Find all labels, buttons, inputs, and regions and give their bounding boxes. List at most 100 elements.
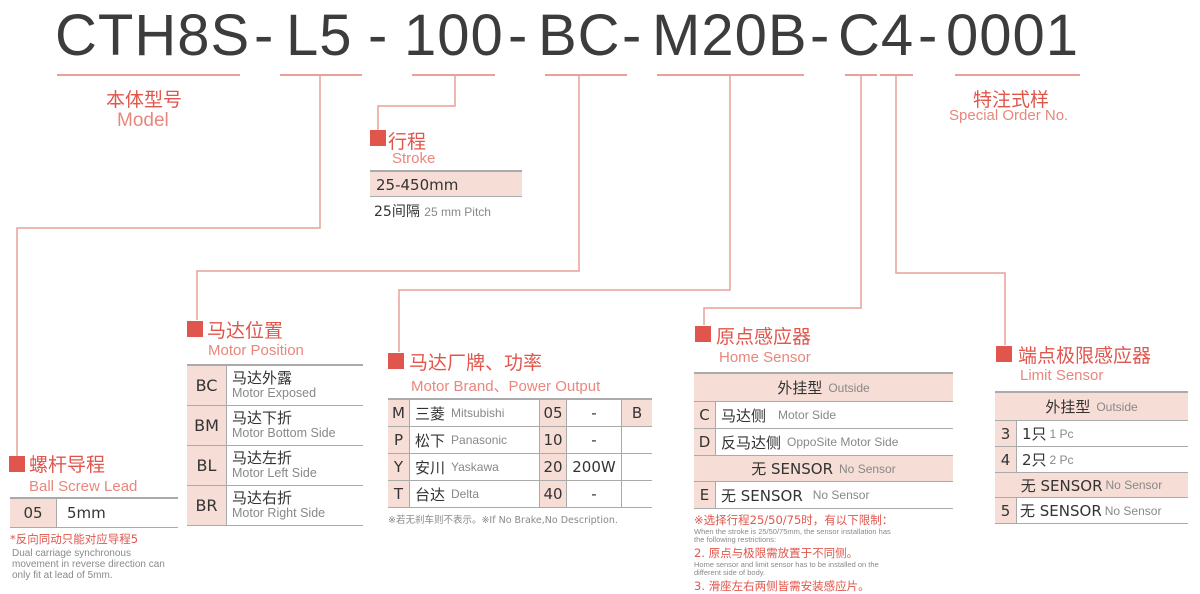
brake-empty bbox=[622, 427, 652, 453]
brand-code: Y bbox=[388, 454, 410, 480]
brake-empty bbox=[622, 454, 652, 480]
table-row: 3 1只 1 Pc bbox=[995, 421, 1188, 447]
table-row: 05 5mm bbox=[10, 499, 178, 528]
code-separator: - bbox=[810, 3, 831, 68]
stroke-pitch: 25间隔 25 mm Pitch bbox=[374, 201, 491, 221]
underline bbox=[280, 74, 362, 76]
row-en: Motor Bottom Side bbox=[232, 425, 336, 440]
underline bbox=[845, 74, 877, 76]
table-row: Y 安川 Yaskawa 20 200W bbox=[388, 454, 652, 481]
brand-en: Panasonic bbox=[451, 433, 508, 447]
row-en: No Sensor bbox=[812, 488, 870, 502]
table-header-row: 无 SENSOR No Sensor bbox=[995, 473, 1188, 498]
row-en: Motor Right Side bbox=[232, 505, 326, 520]
code-separator: - bbox=[254, 3, 275, 68]
lead-value: 5mm bbox=[67, 504, 106, 522]
lead-table: 05 5mm bbox=[10, 497, 178, 528]
note-en: the following restrictions: bbox=[694, 535, 777, 544]
code-stroke: 100 bbox=[404, 3, 504, 68]
power-value: - bbox=[567, 481, 622, 507]
row-code: BL bbox=[187, 446, 227, 485]
power-code: 20 bbox=[540, 454, 567, 480]
row-en: Motor Left Side bbox=[232, 465, 317, 480]
brand-cn: 三菱 bbox=[415, 404, 446, 423]
table-row: 5 无 SENSOR No Sensor bbox=[995, 498, 1188, 524]
bullet-square bbox=[695, 326, 711, 342]
row-cn: 马达外露 bbox=[232, 368, 293, 387]
note-en: different side of body. bbox=[694, 568, 766, 577]
lead-title-en: Ball Screw Lead bbox=[29, 478, 138, 495]
motor-position-title-cn: 马达位置 bbox=[207, 320, 284, 342]
row-code: BM bbox=[187, 406, 227, 445]
table-row: BC 马达外露 Motor Exposed bbox=[187, 366, 363, 406]
brand-cn: 台达 bbox=[415, 485, 446, 504]
row-en: Motor Side bbox=[778, 408, 837, 422]
lead-note-en: Dual carriage synchronous movement in re… bbox=[12, 548, 165, 581]
row-code: 5 bbox=[995, 498, 1017, 523]
bullet-square bbox=[187, 321, 203, 337]
code-special: 0001 bbox=[946, 3, 1080, 68]
note-cn: ※选择行程25/50/75时，有以下限制： bbox=[694, 513, 894, 527]
table-header-row: 外挂型 Outside bbox=[995, 393, 1188, 421]
row-cn: 无 SENSOR bbox=[1020, 502, 1102, 520]
model-label-en: Model bbox=[117, 110, 169, 131]
row-en: 1 Pc bbox=[1049, 426, 1074, 441]
note-line: movement in reverse direction can bbox=[12, 559, 165, 570]
header-cn: 无 SENSOR bbox=[1020, 476, 1103, 495]
brand-cn: 安川 bbox=[415, 458, 446, 477]
header-en: Outside bbox=[828, 380, 870, 395]
row-code: BC bbox=[187, 366, 227, 405]
table-row: M 三菱 Mitsubishi 05 - B bbox=[388, 400, 652, 427]
motor-brand-table: M 三菱 Mitsubishi 05 - B P 松下 Panasonic 10 -… bbox=[388, 398, 652, 508]
table-header-row: 外挂型 Outside bbox=[694, 374, 953, 402]
stroke-range: 25-450mm bbox=[370, 170, 522, 197]
note-cn: 2. 原点与极限需放置于不同侧。 bbox=[694, 546, 859, 560]
limit-sensor-title-en: Limit Sensor bbox=[1020, 367, 1104, 384]
brand-en: Delta bbox=[451, 487, 480, 501]
code-separator: - bbox=[368, 3, 389, 68]
motor-position-table: BC 马达外露 Motor Exposed BM 马达下折 Motor Bottom… bbox=[187, 364, 363, 526]
header-en: Outside bbox=[1096, 399, 1138, 414]
table-row: BR 马达右折 Motor Right Side bbox=[187, 486, 363, 526]
row-cn: 马达右折 bbox=[232, 488, 293, 507]
note-line: Dual carriage synchronous bbox=[12, 548, 131, 559]
power-value: 200W bbox=[567, 454, 622, 480]
note-en: When the stroke is 25/50/75mm, the senso… bbox=[694, 527, 891, 536]
home-sensor-title-cn: 原点感应器 bbox=[716, 326, 812, 348]
bullet-square bbox=[388, 353, 404, 369]
brand-en: Mitsubishi bbox=[451, 406, 505, 420]
underline bbox=[57, 74, 240, 76]
bullet-square bbox=[9, 456, 25, 472]
underline bbox=[955, 74, 1080, 76]
motor-brand-title-en: Motor Brand、Power Output bbox=[411, 378, 601, 395]
row-cn: 马达下折 bbox=[232, 408, 293, 427]
code-lead: L5 bbox=[286, 3, 353, 68]
lead-code: 05 bbox=[10, 499, 57, 527]
home-sensor-table: 外挂型 Outside C 马达侧 Motor Side D 反马达侧 OppoSit… bbox=[694, 372, 953, 509]
power-code: 05 bbox=[540, 400, 567, 426]
table-row: C 马达侧 Motor Side bbox=[694, 402, 953, 429]
brand-en: Yaskawa bbox=[451, 460, 499, 474]
motor-position-title-en: Motor Position bbox=[208, 342, 304, 359]
note-cn: 3. 滑座左右两侧皆需安装感应片。 bbox=[694, 579, 870, 593]
power-value: - bbox=[567, 400, 622, 426]
table-row: T 台达 Delta 40 - bbox=[388, 481, 652, 508]
row-code: D bbox=[694, 429, 716, 455]
stroke-pitch-en: 25 mm Pitch bbox=[424, 205, 491, 219]
bullet-square bbox=[370, 130, 386, 146]
row-cn: 1只 bbox=[1022, 425, 1047, 443]
brand-code: P bbox=[388, 427, 410, 453]
row-cn: 反马达侧 bbox=[721, 433, 782, 452]
code-motor-brand: M20B bbox=[652, 3, 808, 68]
brand-code: T bbox=[388, 481, 410, 507]
row-cn: 2只 bbox=[1022, 451, 1047, 469]
underline bbox=[412, 74, 495, 76]
header-cn: 外挂型 bbox=[1045, 398, 1091, 416]
header-cn: 外挂型 bbox=[777, 379, 823, 397]
home-sensor-notes: ※选择行程25/50/75时，有以下限制： When the stroke is… bbox=[694, 512, 893, 594]
row-code: BR bbox=[187, 486, 227, 525]
model-label-cn: 本体型号 bbox=[106, 89, 183, 111]
motor-brand-title-cn: 马达厂牌、功率 bbox=[409, 352, 543, 374]
limit-sensor-table: 外挂型 Outside 3 1只 1 Pc 4 2只 2 Pc 无 SENSOR No … bbox=[995, 391, 1188, 524]
